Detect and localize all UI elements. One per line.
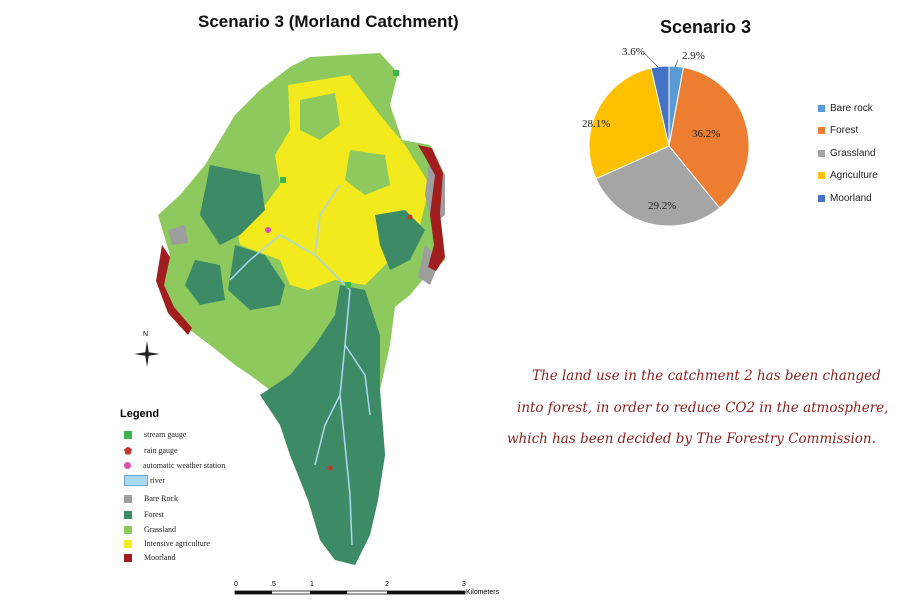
forest-area-mid — [228, 245, 285, 310]
legend-swatch-icon — [124, 510, 132, 519]
scale-unit-label: Kilometers — [466, 589, 500, 596]
pie-legend-label: Bare rock — [830, 102, 873, 114]
scale-tick-label: 3 — [462, 581, 466, 588]
legend-swatch-icon — [124, 539, 132, 548]
legend-swatch-icon — [818, 104, 825, 112]
legend-label: automatic weather station — [143, 461, 226, 470]
moorland-area-west — [156, 245, 192, 335]
scale-tick-label: 0 — [234, 581, 238, 588]
scale-tick-label: 2 — [385, 581, 389, 588]
north-arrow-icon — [134, 341, 160, 367]
scale-tick-label: .5 — [270, 581, 276, 588]
map-legend-item: rain gauge — [124, 444, 178, 457]
map-legend-item: automatic weather station — [124, 459, 225, 472]
pie-legend-item: Agriculture — [818, 165, 878, 188]
grassland-patch — [300, 93, 340, 140]
scale-tick-label: 1 — [310, 581, 314, 588]
legend-label: Moorland — [144, 553, 176, 562]
pie-legend-label: Agriculture — [830, 170, 878, 182]
map-legend-item: Forest — [124, 508, 164, 521]
legend-swatch-icon — [124, 430, 132, 439]
north-label: N — [143, 331, 149, 338]
pie-slice-forest — [668, 66, 750, 209]
stream-gauge-marker — [345, 282, 351, 288]
legend-title: Legend — [120, 408, 160, 420]
pie-leader-line — [643, 52, 659, 68]
legend-swatch-icon — [818, 127, 825, 135]
pie-data-label: 28.1% — [582, 118, 610, 130]
legend-label: Grassland — [144, 525, 176, 534]
pie-data-label: 3.6% — [622, 46, 645, 58]
grassland-patch-2 — [345, 150, 390, 195]
pie-chart-title: Scenario 3 — [660, 17, 752, 37]
legend-swatch-icon — [124, 553, 132, 562]
map-legend-item: Intensive agriculture — [124, 537, 210, 550]
legend-label: Bare Rock — [144, 494, 178, 503]
forest-area-south-west — [185, 260, 225, 305]
legend-swatch-icon — [124, 446, 132, 455]
legend-label: stream gauge — [144, 430, 187, 439]
pie-slice-moorland — [650, 65, 670, 147]
map-legend-item: Grassland — [124, 523, 176, 536]
river-network — [229, 184, 371, 546]
pie-legend-item: Bare rock — [818, 97, 878, 120]
legend-swatch-icon — [818, 194, 825, 202]
legend-swatch-icon — [124, 462, 131, 469]
pie-legend-item: Moorland — [818, 187, 878, 210]
bare-rock-area-3 — [168, 225, 188, 245]
pie-legend-label: Forest — [830, 125, 859, 137]
legend-label: Intensive agriculture — [144, 539, 210, 548]
legend-swatch-icon — [124, 475, 148, 486]
map-legend-item: stream gauge — [124, 428, 186, 441]
note-line-2: into forest, in order to reduce CO2 in t… — [517, 400, 889, 416]
legend-swatch-icon — [124, 525, 132, 534]
note-line-1: The land use in the catchment 2 has been… — [532, 368, 881, 384]
pie-leader-line — [674, 59, 679, 68]
legend-label: rain gauge — [144, 446, 178, 455]
catchment-map — [156, 53, 445, 565]
rain-gauge-marker — [407, 214, 413, 220]
legend-swatch-icon — [818, 172, 825, 180]
scale-bar: 0 .5 1 2 3 Kilometers — [234, 581, 500, 596]
pie-data-label: 29.2% — [648, 200, 676, 212]
pie-chart: 2.9% 36.2% 29.2% 28.1% 3.6% — [582, 46, 750, 227]
map-title: Scenario 3 (Morland Catchment) — [198, 12, 459, 31]
pie-legend-item: Grassland — [818, 142, 878, 165]
weather-station-marker — [265, 227, 271, 233]
legend-swatch-icon — [124, 494, 132, 503]
rain-gauge-marker — [327, 465, 333, 471]
moorland-area-east — [418, 145, 445, 271]
pie-legend-label: Grassland — [830, 147, 876, 159]
forest-area-west — [200, 165, 265, 245]
map-legend-item: Bare Rock — [124, 492, 178, 505]
pie-slice-agriculture — [588, 67, 670, 180]
pie-legend-label: Moorland — [830, 192, 872, 204]
legend-label: Forest — [144, 510, 164, 519]
map-legend-item: Moorland — [124, 551, 176, 564]
stream-gauge-marker — [393, 70, 399, 76]
forest-area-east — [375, 210, 425, 270]
stream-gauge-marker — [280, 177, 286, 183]
pie-legend: Bare rock Forest Grassland Agriculture Moorl… — [818, 97, 878, 210]
pie-data-label: 2.9% — [682, 50, 705, 62]
legend-label: river — [150, 476, 166, 485]
forest-area-south — [260, 285, 385, 565]
legend-swatch-icon — [818, 149, 825, 157]
pie-data-label: 36.2% — [692, 128, 720, 140]
map-legend-item: river — [124, 474, 165, 487]
pie-legend-item: Forest — [818, 120, 878, 143]
note-line-3: which has been decided by The Forestry C… — [507, 431, 876, 447]
pie-slice-grassland — [595, 145, 721, 227]
